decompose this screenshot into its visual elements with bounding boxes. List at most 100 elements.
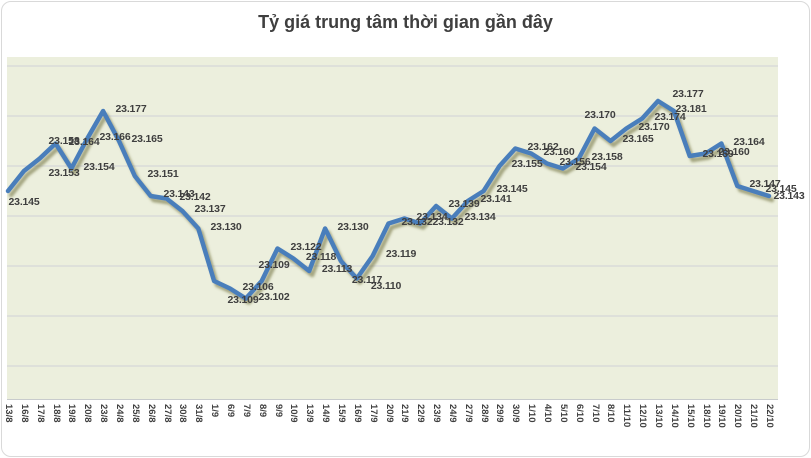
data-label: 23.132: [432, 216, 464, 228]
data-label: 23.160: [718, 146, 750, 158]
x-axis-tick-label: 21/10: [748, 404, 759, 428]
series-line-group: [5, 98, 772, 301]
data-label: 23.155: [511, 158, 543, 170]
x-axis-tick-label: 13/10: [653, 404, 664, 428]
data-label: 23.142: [179, 191, 211, 203]
plot-area: [7, 57, 778, 399]
data-label: 23.153: [48, 167, 80, 179]
x-axis-tick-label: 19/8: [66, 404, 77, 423]
x-axis-tick-label: 18/8: [51, 404, 62, 423]
data-label: 23.164: [68, 136, 100, 148]
x-axis-tick-label: 25/8: [130, 404, 141, 423]
data-label: 23.170: [638, 121, 670, 133]
x-axis-tick-label: 20/8: [82, 404, 93, 423]
data-label: 23.118: [305, 251, 337, 263]
x-axis-tick-label: 5/10: [558, 404, 569, 423]
x-axis-tick-label: 18/10: [701, 404, 712, 428]
data-label: 23.102: [258, 291, 290, 303]
data-label: 23.113: [321, 263, 353, 275]
x-axis-tick-label: 27/8: [162, 404, 173, 423]
data-label: 23.170: [584, 109, 616, 121]
data-label: 23.110: [370, 280, 402, 292]
x-axis-tick-label: 9/9: [273, 404, 284, 418]
x-axis-tick-label: 20/9: [384, 404, 395, 423]
x-axis-tick-label: 29/9: [494, 404, 505, 423]
data-label: 23.154: [83, 161, 115, 173]
x-axis-tick-label: 15/9: [336, 404, 347, 423]
x-axis-tick-label: 19/10: [716, 404, 727, 428]
data-label: 23.156: [559, 156, 591, 168]
data-label: 23.154: [575, 161, 607, 173]
data-label: 23.145: [765, 183, 797, 195]
x-axis-tick-label: 24/9: [447, 404, 458, 423]
data-label: 23.130: [337, 221, 369, 233]
data-label: 23.122: [290, 241, 322, 253]
series-line: [5, 98, 772, 301]
data-label: 23.158: [48, 135, 80, 147]
x-axis-tick-label: 8/10: [605, 404, 616, 423]
data-label: 23.145: [8, 196, 40, 208]
x-axis-tick-label: 6/9: [225, 404, 236, 418]
data-label: 23.177: [672, 88, 704, 100]
x-axis-tick-label: 11/10: [621, 404, 632, 428]
x-axis-tick-label: 28/9: [479, 404, 490, 423]
x-axis-tick-label: 15/10: [685, 404, 696, 428]
x-axis-tick-label: 22/10: [764, 404, 775, 428]
data-label: 23.137: [194, 203, 226, 215]
x-axis-tick-label: 1/9: [209, 404, 220, 418]
data-label: 23.159: [702, 148, 734, 160]
x-axis-tick-label: 30/9: [510, 404, 521, 423]
data-label: 23.177: [115, 103, 147, 115]
data-label: 23.130: [210, 221, 242, 233]
gridlines: [7, 65, 778, 400]
x-axis-tick-label: 14/10: [669, 404, 680, 428]
data-label: 23.109: [258, 259, 290, 271]
x-axis-tick-label: 21/9: [399, 404, 410, 423]
x-axis-tick-label: 1/10: [526, 404, 537, 423]
data-label: 23.134: [464, 211, 496, 223]
data-label: 23.106: [242, 281, 274, 293]
x-axis-tick-label: 14/9: [320, 404, 331, 423]
data-label: 23.109: [227, 294, 259, 306]
data-label: 23.165: [131, 133, 163, 145]
data-label: 23.174: [654, 111, 686, 123]
data-label: 23.119: [385, 248, 417, 260]
data-label: 23.166: [99, 131, 131, 143]
data-label: 23.181: [675, 103, 707, 115]
data-label: 23.165: [622, 133, 654, 145]
x-axis-tick-label: 17/9: [368, 404, 379, 423]
x-axis-tick-label: 7/9: [241, 404, 252, 418]
x-axis-tick-label: 8/9: [257, 404, 268, 418]
x-axis-tick-label: 31/8: [193, 404, 204, 423]
x-axis-tick-label: 27/9: [463, 404, 474, 423]
data-label: 23.145: [496, 183, 528, 195]
data-label: 23.162: [527, 141, 559, 153]
data-label: 23.164: [733, 136, 765, 148]
data-label: 23.139: [448, 198, 480, 210]
data-label: 23.134: [416, 211, 448, 223]
x-axis-tick-label: 23/9: [431, 404, 442, 423]
data-label: 23.141: [480, 193, 512, 205]
data-label: 23.143: [163, 188, 195, 200]
x-axis-tick-label: 13/8: [3, 404, 14, 423]
x-axis-tick-label: 6/10: [574, 404, 585, 423]
data-label: 23.143: [773, 190, 805, 202]
data-label: 23.132: [401, 216, 433, 228]
data-label: 23.147: [749, 178, 781, 190]
x-axis-tick-label: 16/8: [19, 404, 30, 423]
x-axis-tick-label: 20/10: [732, 404, 743, 428]
data-label: 23.158: [591, 151, 623, 163]
data-label: 23.160: [543, 146, 575, 158]
x-axis-tick-label: 10/9: [288, 404, 299, 423]
x-axis-tick-label: 22/9: [415, 404, 426, 423]
x-axis-tick-label: 13/9: [304, 404, 315, 423]
x-axis-tick-label: 26/8: [146, 404, 157, 423]
x-axis-tick-label: 12/10: [637, 404, 648, 428]
x-axis-tick-label: 17/8: [35, 404, 46, 423]
x-axis-tick-label: 30/8: [177, 404, 188, 423]
x-axis-tick-label: 23/8: [98, 404, 109, 423]
data-label: 23.117: [351, 274, 383, 286]
x-axis-tick-label: 7/10: [590, 404, 601, 423]
